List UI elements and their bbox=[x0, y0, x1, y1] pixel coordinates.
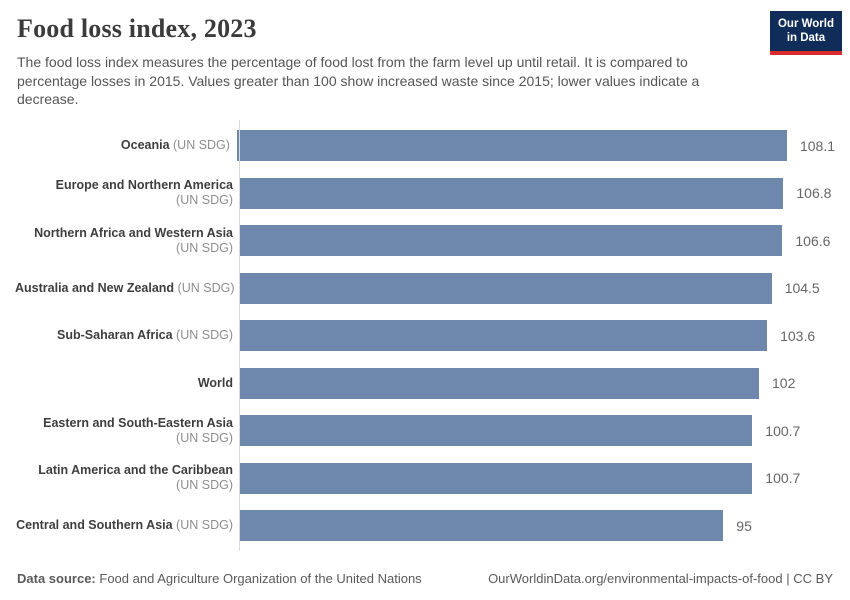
chart-subtitle: The food loss index measures the percent… bbox=[17, 54, 700, 107]
row-label: Eastern and South-Eastern Asia (UN SDG) bbox=[15, 416, 240, 446]
row-entity-name: World bbox=[197, 375, 233, 390]
bar[interactable] bbox=[240, 415, 753, 447]
data-source-value: Food and Agriculture Organization of the… bbox=[99, 571, 422, 586]
bar-value-label: 106.6 bbox=[795, 232, 831, 249]
bar-chart: Oceania (UN SDG) 108.1 Europe and Northe… bbox=[15, 120, 835, 551]
license-label: CC BY bbox=[793, 571, 833, 586]
bar-area: 106.6 bbox=[240, 225, 831, 257]
row-entity-name: Europe and Northern America bbox=[55, 178, 233, 193]
footer-attribution: OurWorldinData.org/environmental-impacts… bbox=[488, 571, 833, 586]
data-source-label: Data source: bbox=[17, 571, 96, 586]
row-label: Europe and Northern America (UN SDG) bbox=[15, 178, 240, 208]
bar[interactable] bbox=[240, 320, 768, 352]
row-entity-suffix: (UN SDG) bbox=[172, 328, 233, 343]
bar[interactable] bbox=[240, 367, 759, 399]
bar-value-label: 102 bbox=[772, 375, 796, 392]
bar-area: 100.7 bbox=[240, 415, 801, 447]
bar-value-label: 100.7 bbox=[765, 422, 801, 439]
chart-row: Sub-Saharan Africa (UN SDG) 103.6 bbox=[15, 312, 835, 360]
bar[interactable] bbox=[240, 272, 772, 304]
bar[interactable] bbox=[236, 130, 787, 162]
row-entity-suffix: (UN SDG) bbox=[174, 280, 235, 295]
chart-row: Europe and Northern America (UN SDG) 106.… bbox=[15, 170, 835, 218]
row-label: Sub-Saharan Africa (UN SDG) bbox=[15, 328, 240, 343]
chart-row: Northern Africa and Western Asia (UN SDG)… bbox=[15, 217, 835, 265]
chart-header: Food loss index, 2023 Our World in Data … bbox=[0, 0, 850, 109]
bar[interactable] bbox=[240, 225, 783, 257]
row-label: Oceania (UN SDG) bbox=[15, 138, 237, 153]
bar-value-label: 95 bbox=[736, 517, 752, 534]
owid-logo-line1: Our World bbox=[777, 18, 834, 30]
row-entity-suffix: (UN SDG) bbox=[169, 138, 230, 153]
data-source: Data source: Food and Agriculture Organi… bbox=[17, 571, 422, 586]
chart-footer: Data source: Food and Agriculture Organi… bbox=[17, 571, 833, 586]
chart-title: Food loss index, 2023 bbox=[17, 14, 257, 43]
row-label: World bbox=[15, 376, 240, 391]
bar-area: 100.7 bbox=[240, 462, 801, 494]
owid-logo: Our World in Data bbox=[769, 11, 842, 55]
chart-row: Eastern and South-Eastern Asia (UN SDG) 1… bbox=[15, 407, 835, 455]
bar[interactable] bbox=[240, 177, 784, 209]
row-entity-suffix: (UN SDG) bbox=[172, 518, 233, 533]
bar-area: 108.1 bbox=[236, 130, 835, 162]
chart-rows: Oceania (UN SDG) 108.1 Europe and Northe… bbox=[15, 122, 835, 550]
row-entity-name: Oceania bbox=[120, 138, 170, 153]
bar[interactable] bbox=[240, 462, 753, 494]
license-separator: | bbox=[786, 571, 790, 586]
row-entity-name: Eastern and South-Eastern Asia bbox=[43, 415, 233, 430]
chart-row: Australia and New Zealand (UN SDG) 104.5 bbox=[15, 265, 835, 313]
chart-row: Oceania (UN SDG) 108.1 bbox=[15, 122, 835, 170]
bar[interactable] bbox=[240, 510, 724, 542]
bar-area: 104.5 bbox=[240, 272, 820, 304]
bar-value-label: 106.8 bbox=[796, 185, 832, 202]
bar-area: 106.8 bbox=[240, 177, 832, 209]
row-entity-name: Northern Africa and Western Asia bbox=[34, 225, 233, 240]
owid-url-link[interactable]: OurWorldinData.org/environmental-impacts… bbox=[488, 571, 783, 586]
bar-value-label: 108.1 bbox=[799, 137, 835, 154]
row-entity-suffix: (UN SDG) bbox=[176, 240, 233, 255]
row-entity-name: Latin America and the Caribbean bbox=[38, 463, 233, 478]
row-entity-suffix: (UN SDG) bbox=[176, 193, 233, 208]
bar-area: 95 bbox=[240, 510, 752, 542]
row-entity-suffix: (UN SDG) bbox=[176, 430, 233, 445]
bar-value-label: 100.7 bbox=[765, 470, 801, 487]
chart-row: Central and Southern Asia (UN SDG) 95 bbox=[15, 502, 835, 550]
bar-area: 102 bbox=[240, 367, 796, 399]
row-entity-name: Sub-Saharan Africa bbox=[57, 328, 173, 343]
row-entity-suffix: (UN SDG) bbox=[176, 478, 233, 493]
row-label: Northern Africa and Western Asia (UN SDG) bbox=[15, 226, 240, 256]
row-entity-name: Australia and New Zealand bbox=[15, 280, 175, 295]
row-label: Central and Southern Asia (UN SDG) bbox=[15, 518, 240, 533]
row-label: Latin America and the Caribbean (UN SDG) bbox=[15, 463, 240, 493]
y-axis-line bbox=[239, 120, 240, 551]
bar-value-label: 103.6 bbox=[780, 327, 816, 344]
row-entity-name: Central and Southern Asia bbox=[16, 518, 173, 533]
bar-area: 103.6 bbox=[240, 320, 816, 352]
bar-value-label: 104.5 bbox=[784, 280, 820, 297]
chart-row: World 102 bbox=[15, 360, 835, 408]
row-label: Australia and New Zealand (UN SDG) bbox=[15, 281, 240, 296]
owid-logo-line2: in Data bbox=[786, 32, 826, 45]
chart-row: Latin America and the Caribbean (UN SDG) … bbox=[15, 455, 835, 503]
